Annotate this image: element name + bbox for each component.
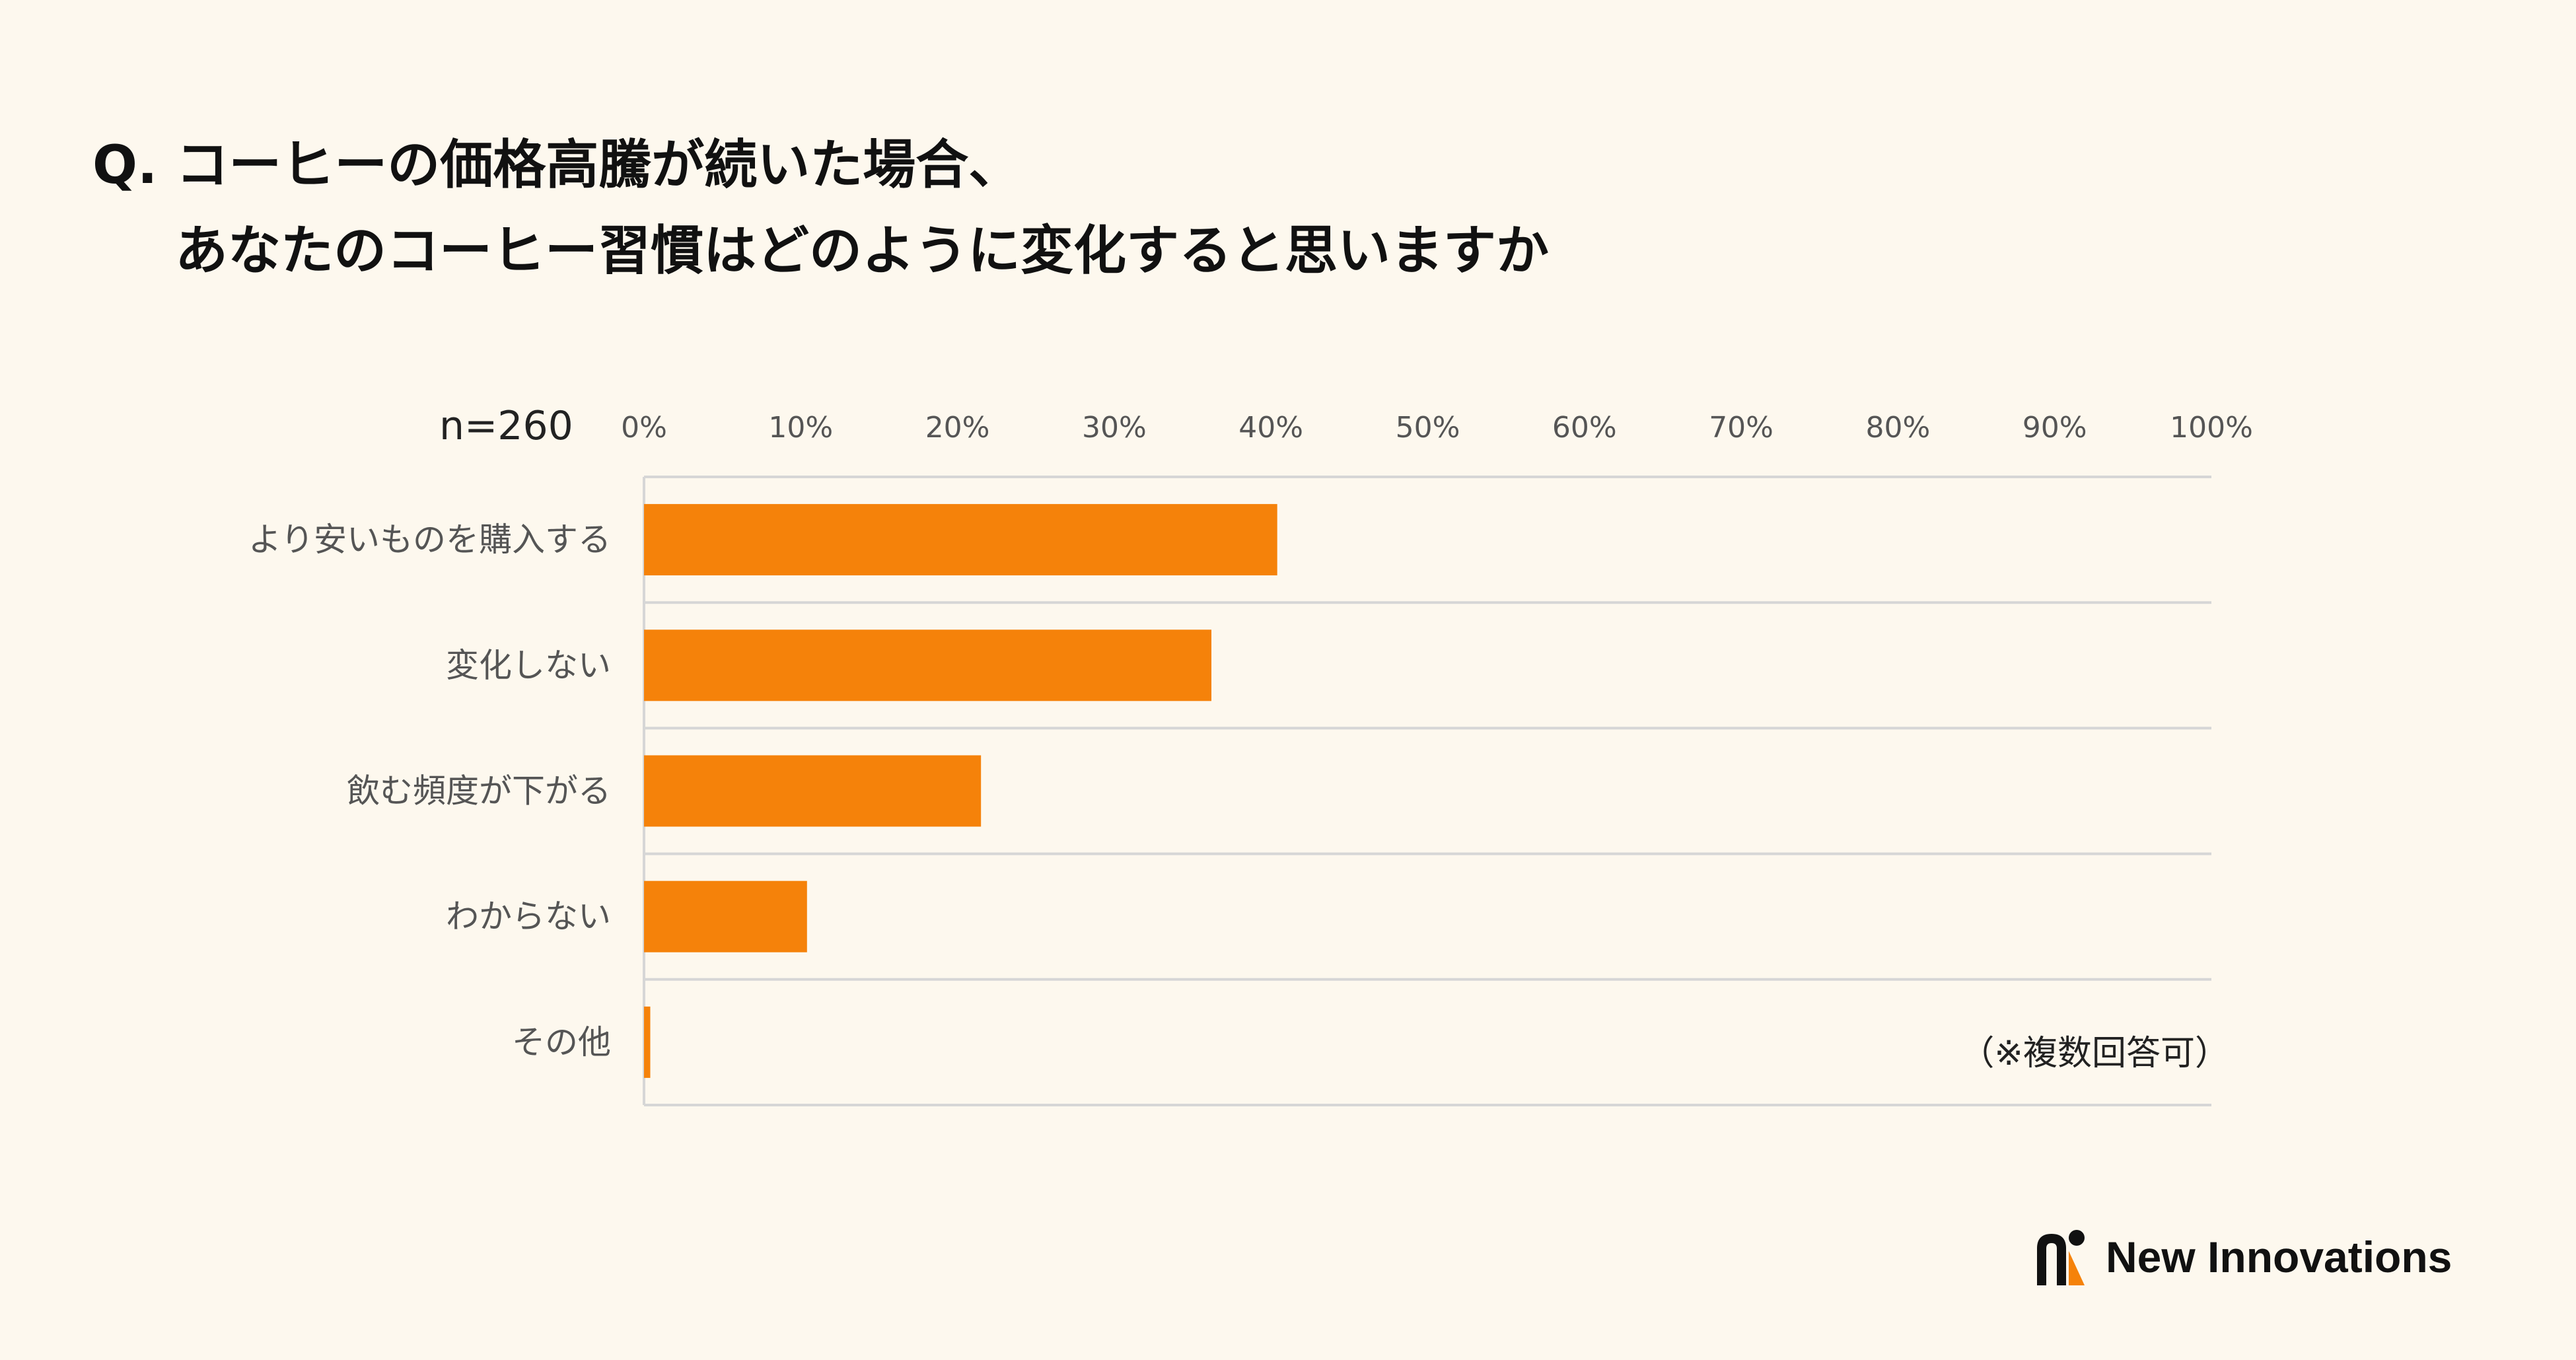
x-axis-ticks: 0% 10% 20% 30% 40% 50% 60% 70% 80% 90% 100% — [621, 411, 2253, 445]
category-label: 飲む頻度が下がる — [347, 772, 611, 810]
brand-name: New Innovations — [2106, 1233, 2452, 1281]
x-tick-label: 100% — [2170, 411, 2253, 445]
bar — [644, 755, 982, 827]
x-tick-label: 80% — [1866, 411, 1931, 445]
x-tick-label: 90% — [2022, 411, 2087, 445]
x-tick-label: 20% — [925, 411, 990, 445]
question-title-line-1: Q. コーヒーの価格高騰が続いた場合、 — [92, 134, 1022, 196]
category-label: その他 — [512, 1023, 611, 1061]
bar — [644, 504, 1277, 576]
bar — [644, 629, 1212, 701]
sample-size-label: n=260 — [439, 403, 573, 449]
x-tick-label: 70% — [1709, 411, 1773, 445]
grid-lines — [643, 476, 2211, 1106]
bar — [644, 1006, 651, 1078]
category-label: より安いものを購入する — [248, 520, 611, 559]
question-title-line-2: あなたのコーヒー習慣はどのように変化すると思いますか — [175, 220, 1549, 281]
bar — [644, 880, 807, 952]
brand-logo: New Innovations — [2034, 1229, 2452, 1285]
x-tick-label: 0% — [621, 411, 667, 445]
x-tick-label: 50% — [1396, 411, 1460, 445]
ni-logo-icon — [2037, 1230, 2085, 1285]
x-tick-label: 10% — [768, 411, 833, 445]
x-tick-label: 30% — [1082, 411, 1147, 445]
bars — [644, 504, 1277, 1078]
category-label: わからない — [446, 898, 611, 936]
x-tick-label: 40% — [1238, 411, 1303, 445]
x-tick-label: 60% — [1552, 411, 1617, 445]
multiple-answer-note: （※複数回答可） — [1960, 1034, 2229, 1073]
category-label: 変化しない — [446, 646, 611, 684]
